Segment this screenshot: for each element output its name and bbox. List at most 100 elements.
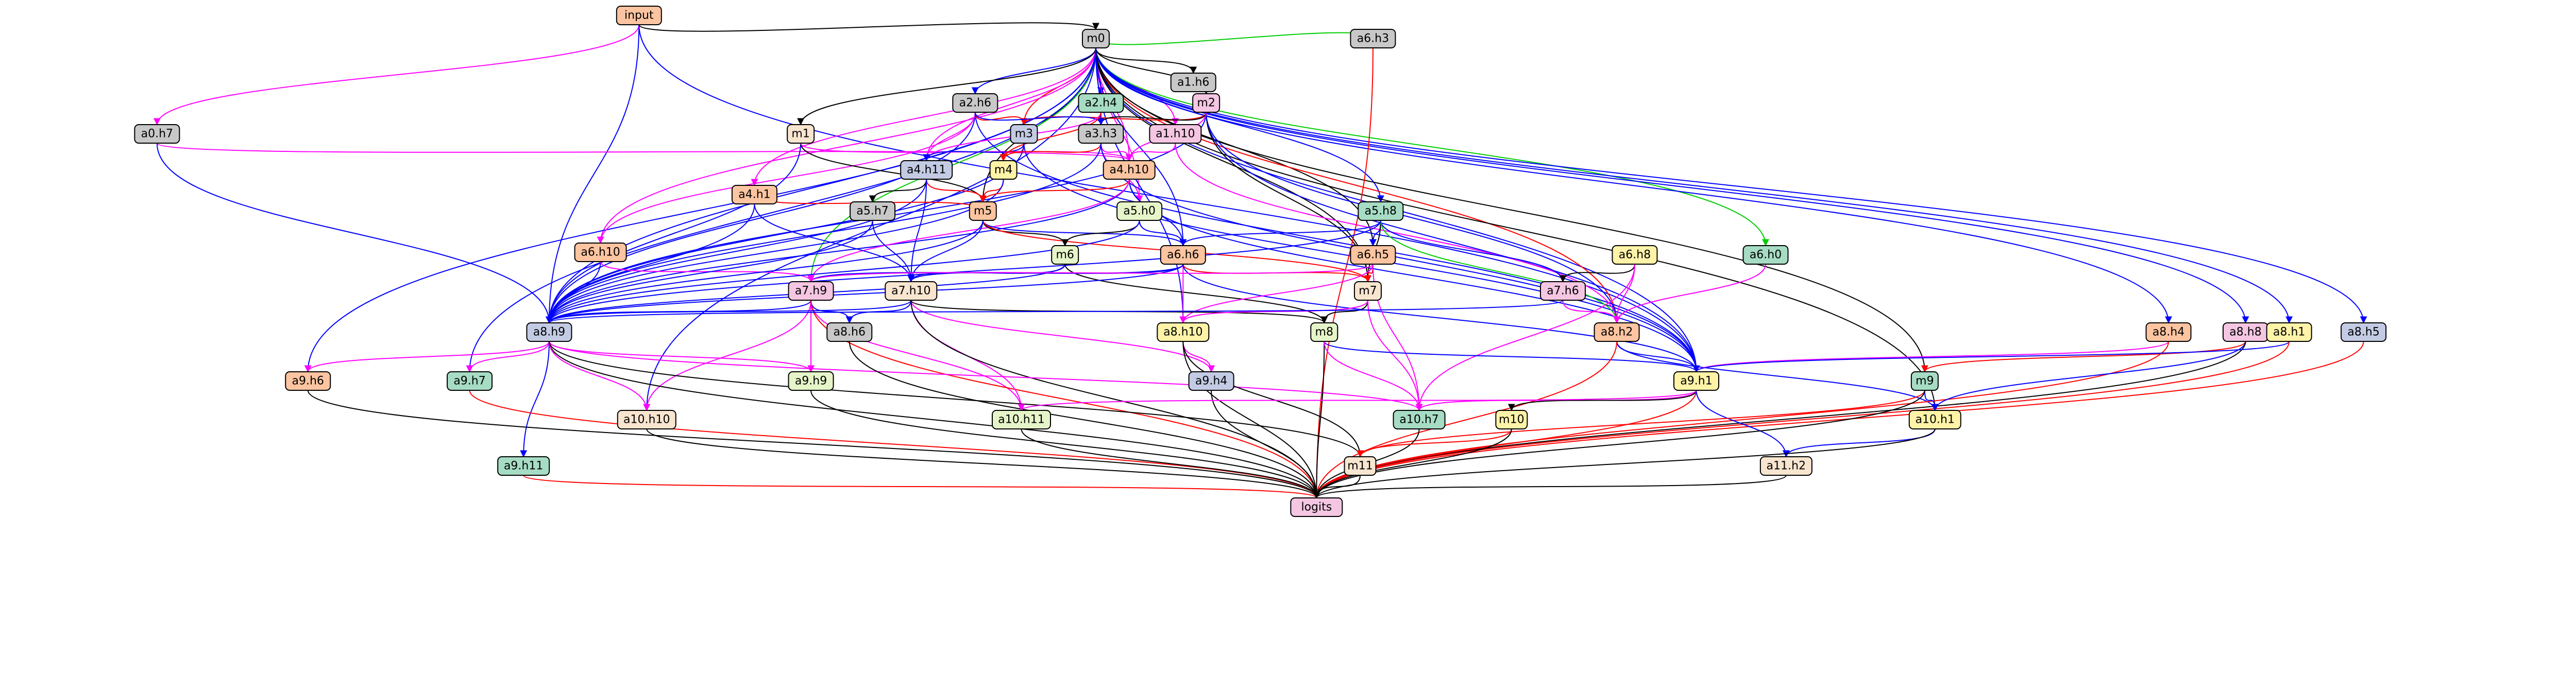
node-box xyxy=(1103,160,1156,180)
node-a9-h11[interactable]: a9.h11 xyxy=(497,456,550,476)
node-label: a0.h7 xyxy=(141,128,173,141)
node-m8[interactable]: m8 xyxy=(1310,322,1338,342)
node-a4-h1[interactable]: a4.h1 xyxy=(731,185,777,204)
node-m5[interactable]: m5 xyxy=(969,201,997,221)
node-a5-h0[interactable]: a5.h0 xyxy=(1116,201,1163,221)
edge-m0-to-a8.h2 xyxy=(1095,47,1621,324)
edge-a3.h3-to-m4 xyxy=(999,143,1101,162)
node-box xyxy=(1010,124,1038,144)
node-a4-h10[interactable]: a4.h10 xyxy=(1103,160,1156,180)
node-a4-h11[interactable]: a4.h11 xyxy=(900,160,953,180)
node-a6-h6[interactable]: a6.h6 xyxy=(1160,245,1206,265)
node-box xyxy=(497,456,550,476)
node-box xyxy=(989,160,1018,180)
node-a1-h6[interactable]: a1.h6 xyxy=(1170,73,1216,92)
node-a7-h9[interactable]: a7.h9 xyxy=(788,281,834,301)
node-label: m10 xyxy=(1499,413,1524,426)
node-label: logits xyxy=(1301,501,1332,514)
edge-m8-to-a10.h7 xyxy=(1324,341,1423,411)
node-logits[interactable]: logits xyxy=(1290,497,1343,517)
node-a6-h10[interactable]: a6.h10 xyxy=(574,243,627,262)
node-label: a9.h6 xyxy=(292,375,324,388)
node-a8-h8[interactable]: a8.h8 xyxy=(2223,322,2269,342)
node-a11-h2[interactable]: a11.h2 xyxy=(1759,456,1812,476)
edge-m7-to-a10.h7 xyxy=(1367,300,1423,411)
node-a8-h1[interactable]: a8.h1 xyxy=(2266,322,2312,342)
node-a1-h10[interactable]: a1.h10 xyxy=(1149,124,1202,144)
edge-a6.h8-to-a10.h7 xyxy=(1415,264,1635,411)
node-label: a1.h10 xyxy=(1156,128,1195,141)
node-m3[interactable]: m3 xyxy=(1010,124,1038,144)
node-m0[interactable]: m0 xyxy=(1081,29,1110,48)
node-label: a10.h1 xyxy=(1916,413,1955,426)
node-label: a6.h3 xyxy=(1357,32,1389,45)
node-a3-h3[interactable]: a3.h3 xyxy=(1078,124,1124,144)
node-box xyxy=(1078,93,1124,113)
node-m4[interactable]: m4 xyxy=(989,160,1018,180)
node-a6-h5[interactable]: a6.h5 xyxy=(1350,245,1396,265)
node-box xyxy=(1612,245,1658,265)
node-a0-h7[interactable]: a0.h7 xyxy=(134,124,180,144)
node-input[interactable]: input xyxy=(616,6,662,25)
node-m10[interactable]: m10 xyxy=(1495,410,1528,429)
node-box xyxy=(1344,456,1377,476)
node-m6[interactable]: m6 xyxy=(1051,245,1079,265)
node-label: a8.h6 xyxy=(834,326,866,339)
node-a6-h3[interactable]: a6.h3 xyxy=(1350,29,1396,48)
edge-a6.h6-to-a8.h9 xyxy=(546,264,1184,324)
node-a6-h8[interactable]: a6.h8 xyxy=(1612,245,1658,265)
edge-a6.h3-to-logits xyxy=(1313,47,1374,499)
edge-a10.h10-to-logits xyxy=(646,428,1320,499)
node-a9-h4[interactable]: a9.h4 xyxy=(1188,371,1234,391)
edge-m0-to-a4.h11 xyxy=(923,47,1096,162)
node-a9-h7[interactable]: a9.h7 xyxy=(447,371,493,391)
node-box xyxy=(616,6,662,25)
node-label: a6.h6 xyxy=(1167,249,1199,262)
edge-a9.h6-to-logits xyxy=(307,390,1320,499)
node-a8-h10[interactable]: a8.h10 xyxy=(1157,322,1210,342)
node-a2-h6[interactable]: a2.h6 xyxy=(952,93,998,113)
node-a6-h0[interactable]: a6.h0 xyxy=(1742,245,1789,265)
node-m1[interactable]: m1 xyxy=(787,124,815,144)
node-a8-h2[interactable]: a8.h2 xyxy=(1594,322,1640,342)
node-m7[interactable]: m7 xyxy=(1353,281,1382,301)
node-a10-h11[interactable]: a10.h11 xyxy=(991,410,1051,429)
node-a7-h6[interactable]: a7.h6 xyxy=(1540,281,1586,301)
node-a8-h5[interactable]: a8.h5 xyxy=(2341,322,2387,342)
node-a8-h9[interactable]: a8.h9 xyxy=(526,322,572,342)
node-label: a9.h11 xyxy=(504,460,543,473)
node-label: a11.h2 xyxy=(1767,460,1806,473)
node-label: a10.h10 xyxy=(623,413,670,426)
edge-a4.h1-to-a7.h10 xyxy=(754,203,915,283)
node-a8-h4[interactable]: a8.h4 xyxy=(2145,322,2192,342)
edge-a7.h6-to-a8.h9 xyxy=(546,300,1564,324)
node-m9[interactable]: m9 xyxy=(1910,371,1939,391)
node-label: a9.h1 xyxy=(1680,375,1712,388)
node-label: m1 xyxy=(791,128,809,141)
node-a7-h10[interactable]: a7.h10 xyxy=(885,281,938,301)
node-a10-h10[interactable]: a10.h10 xyxy=(617,410,676,429)
node-box xyxy=(134,124,180,144)
node-box xyxy=(1594,322,1640,342)
node-a9-h1[interactable]: a9.h1 xyxy=(1673,371,1720,391)
edge-a9.h11-to-logits xyxy=(523,475,1320,499)
edge-a5.h8-to-a6.h6 xyxy=(1179,220,1381,247)
node-a5-h7[interactable]: a5.h7 xyxy=(850,201,896,221)
node-m2[interactable]: m2 xyxy=(1192,93,1221,113)
node-a5-h8[interactable]: a5.h8 xyxy=(1358,201,1404,221)
node-a9-h6[interactable]: a9.h6 xyxy=(285,371,331,391)
node-m11[interactable]: m11 xyxy=(1344,456,1377,476)
edge-input-to-a8.h9 xyxy=(545,24,640,324)
node-box xyxy=(1170,73,1216,92)
edge-a1.h10-to-a4.h10 xyxy=(1125,143,1176,162)
edge-m0-to-a2.h6 xyxy=(971,47,1096,95)
node-label: input xyxy=(624,9,654,22)
node-a2-h4[interactable]: a2.h4 xyxy=(1078,93,1124,113)
node-a9-h9[interactable]: a9.h9 xyxy=(788,371,834,391)
node-a8-h6[interactable]: a8.h6 xyxy=(826,322,873,342)
edge-m5-to-a6.h6 xyxy=(982,220,1187,247)
node-a10-h7[interactable]: a10.h7 xyxy=(1393,410,1446,429)
node-box xyxy=(1495,410,1528,429)
node-a10-h1[interactable]: a10.h1 xyxy=(1908,410,1961,429)
edge-a4.h10-to-a7.h9 xyxy=(807,179,1130,283)
